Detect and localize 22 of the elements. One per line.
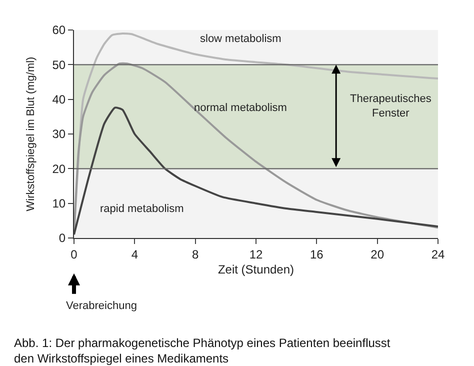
y-tick-label: 10 xyxy=(52,196,66,211)
x-tick-label: 0 xyxy=(70,247,78,262)
series-label: normal metabolism xyxy=(194,102,287,114)
x-tick-label: 8 xyxy=(192,247,199,262)
band-label: Therapeutisches Fenster xyxy=(350,93,432,120)
y-tick-label: 20 xyxy=(52,162,66,176)
y-tick-label: 0 xyxy=(58,231,66,246)
y-axis-title: Wirkstoffspiegel im Blut (mg/ml) xyxy=(24,56,37,212)
x-tick-label: 24 xyxy=(431,247,445,262)
text: Verabreichung xyxy=(66,300,137,312)
x-tick-label: 20 xyxy=(370,247,384,262)
series-label: slow metabolism xyxy=(200,33,282,45)
y-tick-label: 60 xyxy=(52,23,66,38)
x-axis-title: Zeit (Stunden) xyxy=(218,262,294,276)
y-tick-label: 40 xyxy=(52,92,66,107)
x-tick-label: 4 xyxy=(131,247,138,262)
series-label: rapid metabolism xyxy=(100,203,184,215)
y-tick-label: 50 xyxy=(52,58,66,72)
caption: Abb. 1: Der pharmakogenetische Phänotyp eines Patienten beeinflusst den Wirkstoffspiegel eines Medikaments xyxy=(14,336,391,366)
x-tick-label: 16 xyxy=(310,247,324,262)
y-tick-label: 30 xyxy=(52,127,66,142)
x-tick-label: 12 xyxy=(249,247,263,262)
